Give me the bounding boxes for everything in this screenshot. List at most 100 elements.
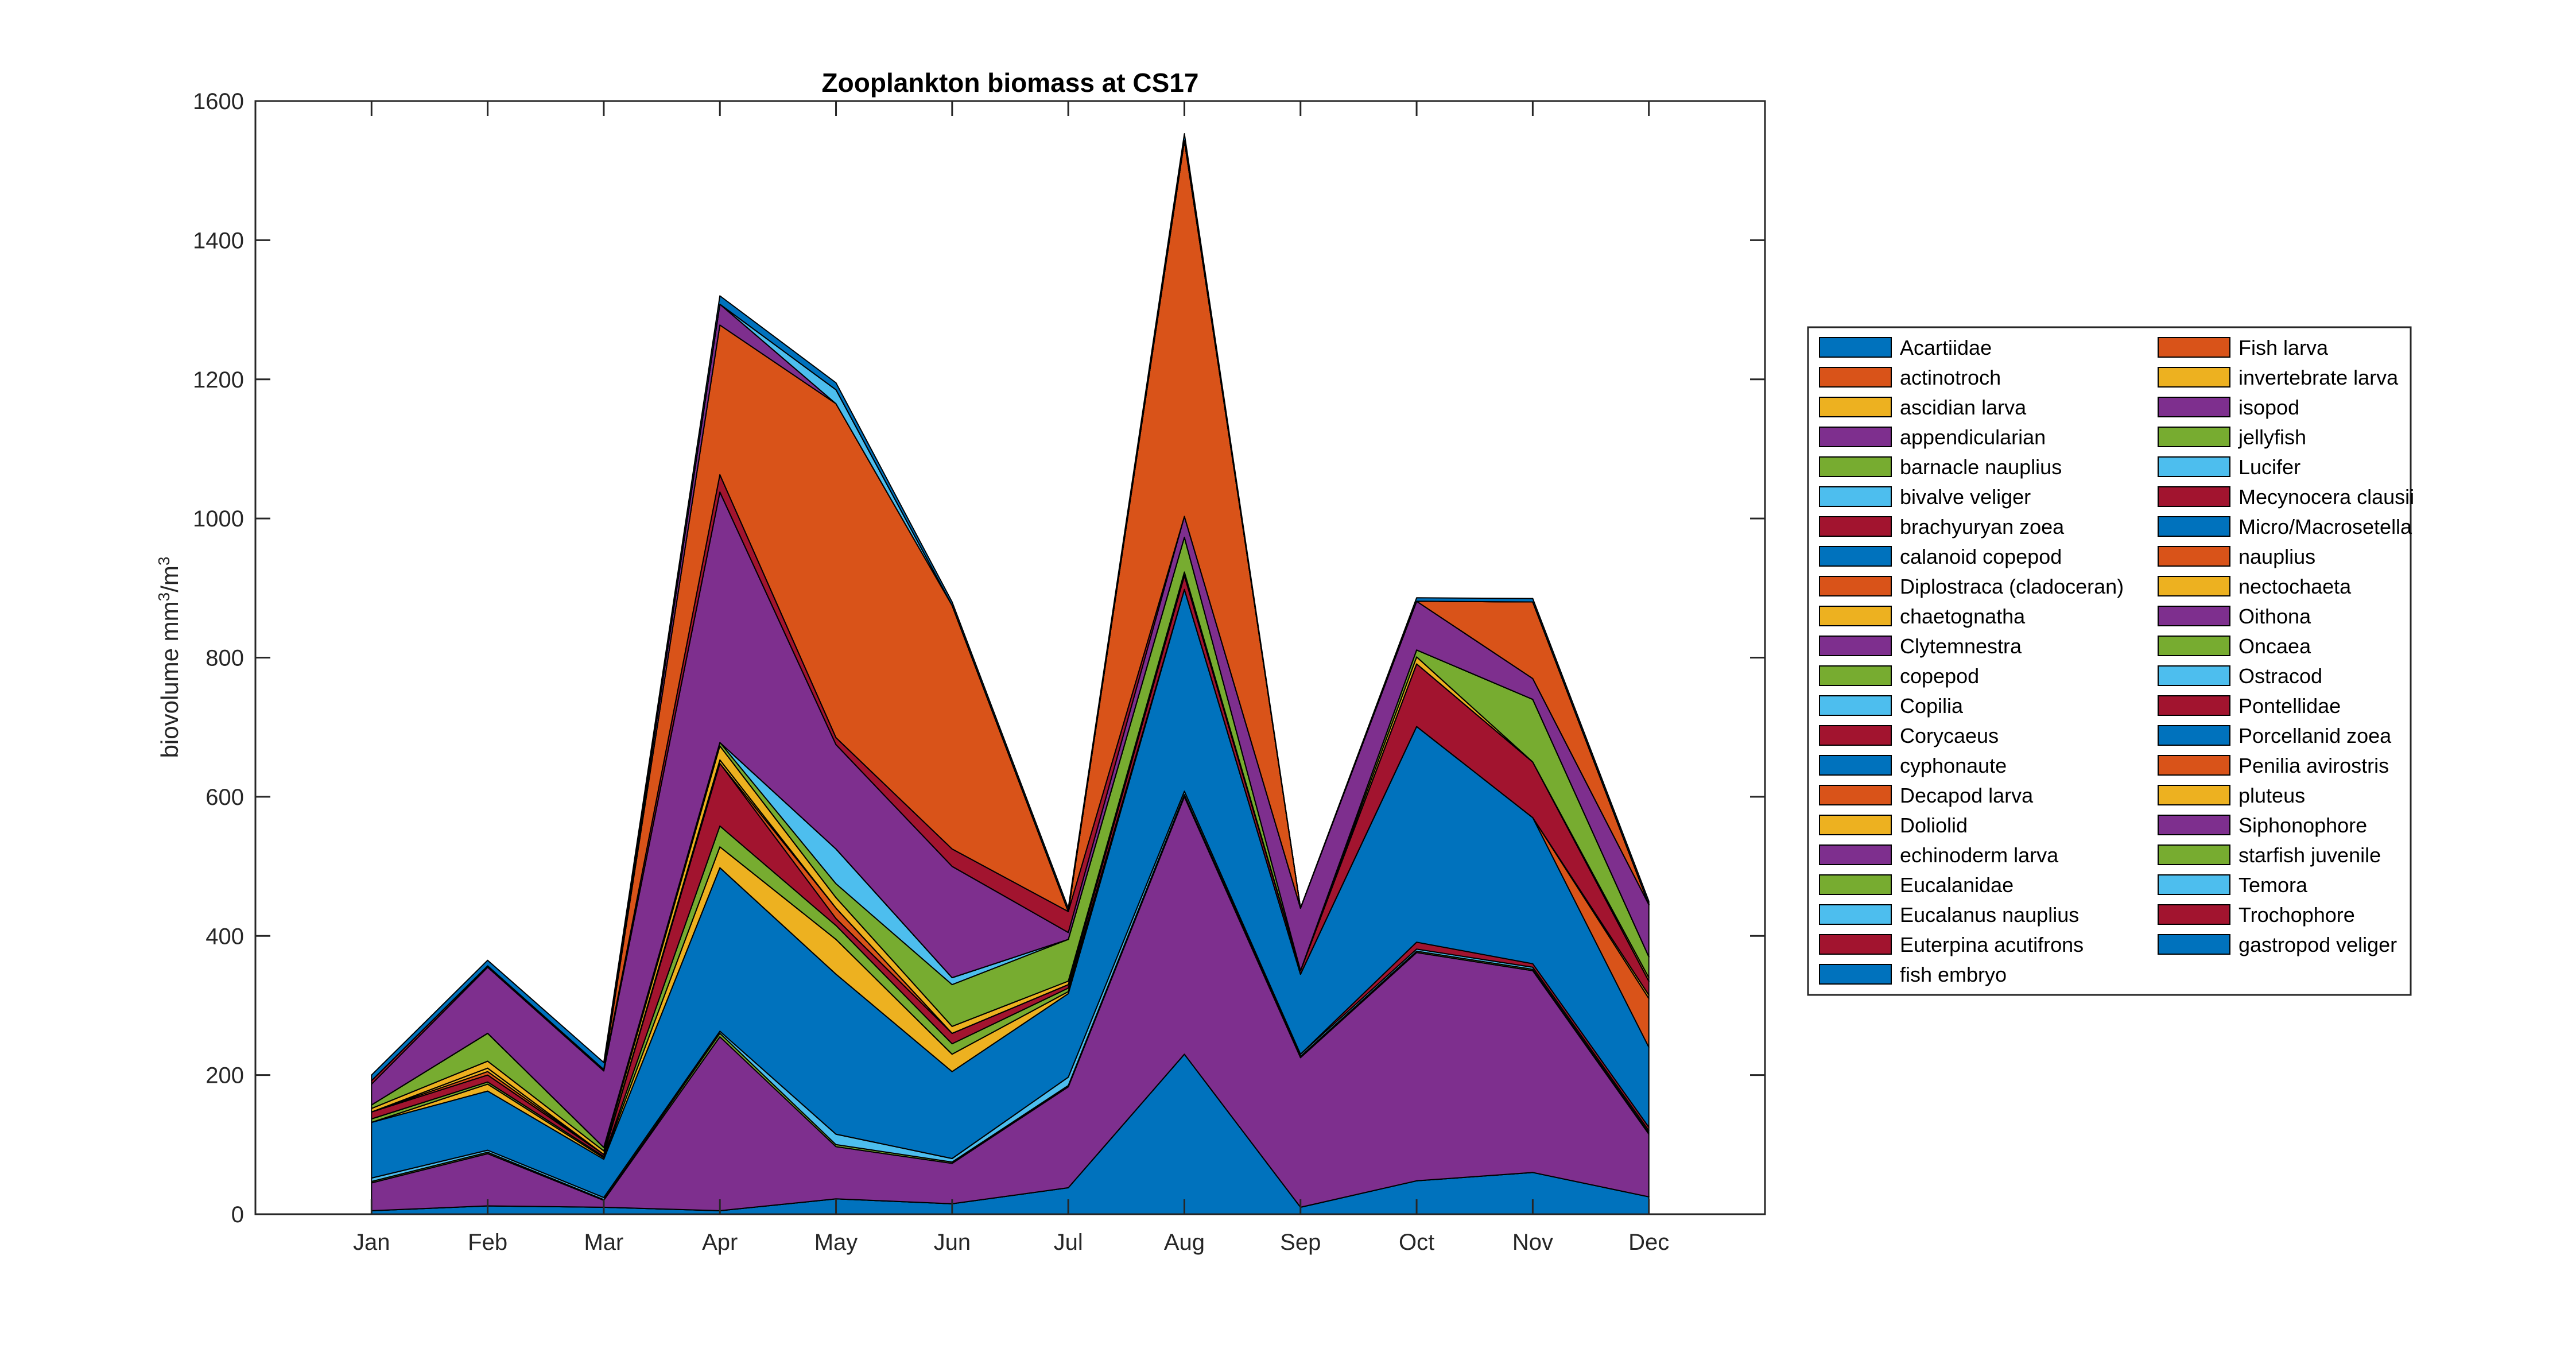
legend-entry-label: Porcellanid zoea bbox=[2239, 724, 2392, 747]
x-axis: Jan Feb Mar Apr May Jun Jul Aug Sep Oct Nov Dec bbox=[353, 101, 1669, 1255]
legend-swatch bbox=[1819, 665, 1892, 686]
legend-swatch bbox=[1819, 964, 1892, 985]
legend-box bbox=[1807, 326, 2412, 996]
y-tick-label: 800 bbox=[205, 646, 244, 671]
legend-swatch bbox=[2158, 904, 2230, 925]
legend-entry-label: Eucalanidae bbox=[1900, 873, 2014, 897]
legend-entry-label: Siphonophore bbox=[2239, 813, 2367, 837]
legend-swatch bbox=[2158, 456, 2230, 477]
legend-swatch bbox=[1819, 874, 1892, 895]
legend-swatch bbox=[1819, 456, 1892, 477]
legend-entry-label: isopod bbox=[2239, 396, 2299, 419]
legend-swatch bbox=[1819, 367, 1892, 388]
legend-entry-label: Penilia avirostris bbox=[2239, 754, 2389, 777]
x-tick-label: Feb bbox=[468, 1230, 507, 1255]
legend-swatch bbox=[2158, 844, 2230, 865]
legend-swatch bbox=[1819, 546, 1892, 567]
legend-swatch bbox=[1819, 516, 1892, 537]
legend-entry-label: Lucifer bbox=[2239, 455, 2300, 479]
legend-entry-label: Doliolid bbox=[1900, 813, 1968, 837]
legend-entry-label: invertebrate larva bbox=[2239, 366, 2399, 389]
y-tick-label: 1000 bbox=[193, 506, 244, 532]
legend-entry-label: starfish juvenile bbox=[2239, 843, 2381, 867]
legend-entry-label: copepod bbox=[1900, 664, 1979, 688]
legend-entry-label: Oithona bbox=[2239, 605, 2311, 628]
x-tick-label: Aug bbox=[1164, 1230, 1205, 1255]
legend-entry-label: Ostracod bbox=[2239, 664, 2322, 688]
legend-entry-label: Temora bbox=[2239, 873, 2308, 897]
legend-swatch bbox=[1819, 725, 1892, 746]
legend-swatch bbox=[1819, 636, 1892, 656]
legend-entry-label: appendicularian bbox=[1900, 425, 2046, 449]
legend-entry-label: jellyfish bbox=[2238, 425, 2306, 449]
legend-swatch bbox=[1819, 785, 1892, 805]
legend-swatch bbox=[2158, 397, 2230, 417]
legend-entry-label: bivalve veliger bbox=[1900, 485, 2031, 509]
legend-entry-label: Trochophore bbox=[2239, 903, 2355, 927]
legend-swatch bbox=[2158, 606, 2230, 626]
legend-swatch bbox=[1819, 606, 1892, 626]
legend-swatch bbox=[2158, 874, 2230, 895]
y-axis-label: biovolume mm3/m3 bbox=[155, 557, 184, 758]
legend-entry-label: Corycaeus bbox=[1900, 724, 1999, 747]
legend-swatch bbox=[1819, 486, 1892, 507]
legend-entry-label: Micro/Macrosetella bbox=[2239, 515, 2412, 538]
x-tick-label: Jan bbox=[353, 1230, 390, 1255]
legend-swatch bbox=[2158, 367, 2230, 388]
x-tick-label: Sep bbox=[1280, 1230, 1321, 1255]
legend-entry-label: barnacle nauplius bbox=[1900, 455, 2062, 479]
legend-entry-label: actinotroch bbox=[1900, 366, 2001, 389]
legend-swatch bbox=[1819, 397, 1892, 417]
legend-entry-label: Fish larva bbox=[2239, 336, 2329, 359]
legend-entry-label: Oncaea bbox=[2239, 634, 2311, 658]
area-series-group bbox=[371, 133, 1650, 1215]
legend-entry-label: Eucalanus nauplius bbox=[1900, 903, 2079, 927]
legend-entry-label: gastropod veliger bbox=[2239, 933, 2397, 956]
y-tick-label: 200 bbox=[205, 1063, 244, 1088]
legend-entry-label: Clytemnestra bbox=[1900, 634, 2022, 658]
legend-swatch bbox=[1819, 844, 1892, 865]
legend-entry-label: brachyuryan zoea bbox=[1900, 515, 2065, 538]
legend-swatch bbox=[1819, 337, 1892, 358]
legend-swatch bbox=[2158, 725, 2230, 746]
legend-entry-label: cyphonaute bbox=[1900, 754, 2007, 777]
legend-entry-label: ascidian larva bbox=[1900, 396, 2027, 419]
legend-entry-label: nauplius bbox=[2239, 545, 2315, 568]
y-tick-label: 1400 bbox=[193, 228, 244, 253]
legend-swatch bbox=[2158, 815, 2230, 835]
y-tick-label: 0 bbox=[231, 1202, 244, 1227]
x-tick-label: May bbox=[814, 1230, 858, 1255]
legend-swatch bbox=[2158, 427, 2230, 447]
legend-swatch bbox=[1819, 815, 1892, 835]
legend-swatch bbox=[2158, 695, 2230, 716]
x-tick-label: Jul bbox=[1054, 1230, 1083, 1255]
legend: Acartiidae actinotroch ascidian larva appen… bbox=[1807, 326, 2414, 996]
y-tick-label: 600 bbox=[205, 785, 244, 810]
legend-entry-label: chaetognatha bbox=[1900, 605, 2026, 628]
x-tick-label: Jun bbox=[934, 1230, 971, 1255]
y-axis: 0 200 400 600 800 1000 1200 1400 1600 bbox=[193, 89, 1765, 1227]
legend-swatch bbox=[2158, 576, 2230, 596]
legend-entry-label: calanoid copepod bbox=[1900, 545, 2062, 568]
legend-entry-label: Acartiidae bbox=[1900, 336, 1992, 359]
x-tick-label: Dec bbox=[1628, 1230, 1669, 1255]
legend-swatch bbox=[1819, 934, 1892, 955]
legend-swatch bbox=[2158, 636, 2230, 656]
x-tick-label: Apr bbox=[702, 1230, 738, 1255]
legend-swatch bbox=[2158, 785, 2230, 805]
legend-entry-label: Decapod larva bbox=[1900, 784, 2034, 807]
legend-entry-label: echinoderm larva bbox=[1900, 843, 2059, 867]
legend-swatch bbox=[1819, 576, 1892, 596]
legend-entry-label: Euterpina acutifrons bbox=[1900, 933, 2084, 956]
x-tick-label: Oct bbox=[1399, 1230, 1434, 1255]
legend-entry-label: Copilia bbox=[1900, 694, 1964, 718]
legend-entry-label: Diplostraca (cladoceran) bbox=[1900, 575, 2124, 598]
legend-entry-label: Pontellidae bbox=[2239, 694, 2341, 718]
y-tick-label: 1200 bbox=[193, 367, 244, 393]
y-tick-label: 1600 bbox=[193, 89, 244, 114]
legend-swatch bbox=[2158, 934, 2230, 955]
y-tick-label: 400 bbox=[205, 924, 244, 949]
legend-swatch bbox=[1819, 755, 1892, 776]
legend-entry-label: Mecynocera clausii bbox=[2239, 485, 2414, 509]
